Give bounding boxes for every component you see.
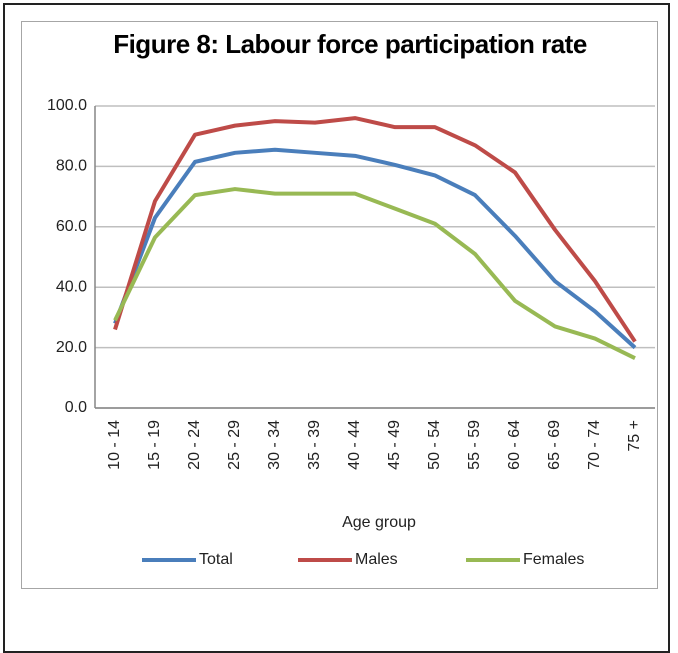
legend-label: Males (355, 551, 398, 568)
y-tick-label: 80.0 (56, 158, 87, 175)
x-tick-label: 60 - 64 (506, 420, 523, 470)
x-tick-label: 50 - 54 (426, 420, 443, 470)
x-tick-label: 10 - 14 (106, 420, 123, 470)
x-tick-label: 45 - 49 (386, 420, 403, 470)
x-tick-label: 55 - 59 (466, 420, 483, 470)
x-tick-label: 70 - 74 (586, 420, 603, 470)
x-tick-label: 35 - 39 (306, 420, 323, 470)
x-tick-label: 20 - 24 (186, 420, 203, 470)
chart-frame (21, 21, 658, 589)
x-tick-label: 75 + (626, 420, 643, 452)
x-tick-label: 30 - 34 (266, 420, 283, 470)
y-tick-label: 20.0 (56, 339, 87, 356)
x-tick-label: 25 - 29 (226, 420, 243, 470)
series-line (113, 187, 636, 360)
chart-title: Figure 8: Labour force participation rat… (113, 29, 587, 59)
legend-label: Total (199, 551, 233, 568)
y-tick-label: 0.0 (65, 399, 87, 416)
series-line (113, 147, 637, 350)
y-tick-label: 40.0 (56, 278, 87, 295)
y-tick-label: 60.0 (56, 218, 87, 235)
legend-label: Females (523, 551, 584, 568)
x-axis-title: Age group (342, 514, 416, 531)
x-tick-label: 65 - 69 (546, 420, 563, 470)
x-tick-label: 40 - 44 (346, 420, 363, 470)
y-tick-label: 100.0 (47, 97, 87, 114)
x-tick-label: 15 - 19 (146, 420, 163, 470)
series-line (113, 116, 637, 343)
